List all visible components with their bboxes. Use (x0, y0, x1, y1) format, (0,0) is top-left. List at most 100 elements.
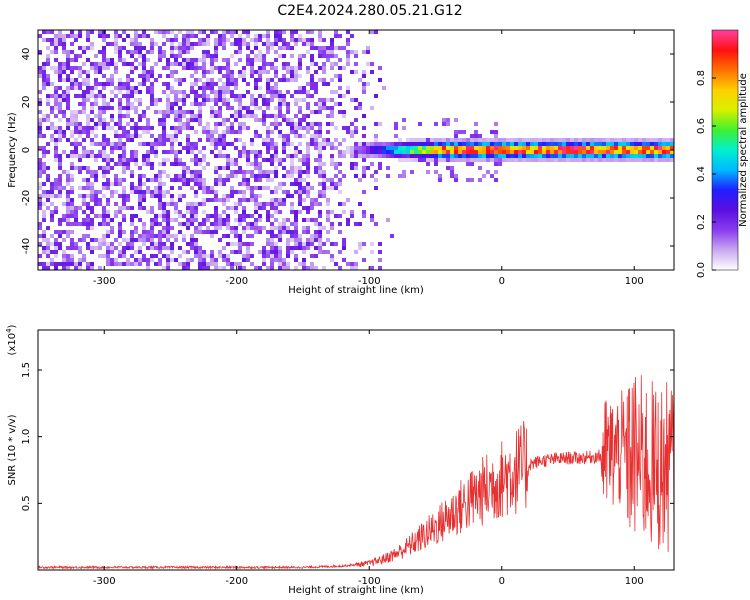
heatmap-cell (526, 138, 530, 142)
heatmap-cell (474, 134, 478, 138)
heatmap-cell (194, 130, 198, 134)
heatmap-cell (566, 158, 570, 162)
heatmap-cell (150, 206, 154, 210)
heatmap-cell (86, 214, 90, 218)
heatmap-cell (222, 118, 226, 122)
heatmap-cell (666, 138, 670, 142)
heatmap-cell (378, 78, 382, 82)
heatmap-cell (198, 106, 202, 110)
heatmap-cell (402, 118, 406, 122)
heatmap-cell (110, 190, 114, 194)
heatmap-cell (222, 58, 226, 62)
heatmap-cell (150, 70, 154, 74)
heatmap-cell (170, 30, 174, 34)
heatmap-cell (118, 46, 122, 50)
heatmap-cell (86, 30, 90, 34)
heatmap-cell (194, 246, 198, 250)
heatmap-cell (130, 70, 134, 74)
heatmap-cell (246, 34, 250, 38)
heatmap-cell (218, 182, 222, 186)
heatmap-cell (190, 222, 194, 226)
heatmap-cell (274, 226, 278, 230)
heatmap-cell (294, 178, 298, 182)
heatmap-cell (410, 142, 414, 146)
heatmap-cell (614, 150, 618, 154)
heatmap-cell (494, 162, 498, 166)
heatmap-cell (106, 154, 110, 158)
heatmap-cell (286, 90, 290, 94)
heatmap-cell (254, 174, 258, 178)
heatmap-cell (218, 90, 222, 94)
heatmap-cell (522, 158, 526, 162)
heatmap-cell (326, 250, 330, 254)
heatmap-cell (230, 106, 234, 110)
heatmap-cell (250, 98, 254, 102)
heatmap-cell (658, 158, 662, 162)
heatmap-cell (54, 178, 58, 182)
heatmap-cell (274, 70, 278, 74)
heatmap-cell (138, 202, 142, 206)
heatmap-cell (598, 146, 602, 150)
heatmap-cell (114, 70, 118, 74)
heatmap-cell (198, 162, 202, 166)
heatmap-cell (298, 174, 302, 178)
heatmap-cell (258, 178, 262, 182)
heatmap-cell (98, 238, 102, 242)
heatmap-cell (54, 102, 58, 106)
heatmap-cell (214, 82, 218, 86)
heatmap-cell (66, 210, 70, 214)
heatmap-cell (214, 102, 218, 106)
heatmap-cell (126, 258, 130, 262)
heatmap-cell (322, 66, 326, 70)
heatmap-cell (342, 46, 346, 50)
heatmap-cell (178, 46, 182, 50)
heatmap-cell (202, 198, 206, 202)
heatmap-cell (62, 62, 66, 66)
heatmap-cell (478, 154, 482, 158)
heatmap-cell (146, 230, 150, 234)
heatmap-cell (222, 74, 226, 78)
heatmap-cell (186, 202, 190, 206)
heatmap-cell (286, 138, 290, 142)
heatmap-cell (326, 50, 330, 54)
heatmap-cell (278, 186, 282, 190)
heatmap-cell (314, 86, 318, 90)
heatmap-cell (386, 166, 390, 170)
heatmap-cell (298, 190, 302, 194)
heatmap-cell (270, 94, 274, 98)
heatmap-cell (270, 154, 274, 158)
heatmap-cell (98, 30, 102, 34)
heatmap-cell (86, 134, 90, 138)
heatmap-cell (138, 250, 142, 254)
heatmap-cell (86, 94, 90, 98)
heatmap-cell (54, 38, 58, 42)
heatmap-cell (346, 222, 350, 226)
heatmap-cell (218, 166, 222, 170)
heatmap-cell (262, 118, 266, 122)
heatmap-cell (190, 126, 194, 130)
heatmap-cell (326, 106, 330, 110)
heatmap-cell (286, 226, 290, 230)
heatmap-cell (154, 186, 158, 190)
heatmap-cell (178, 30, 182, 34)
heatmap-cell (138, 246, 142, 250)
heatmap-cell (454, 142, 458, 146)
heatmap-cell (278, 94, 282, 98)
heatmap-cell (266, 130, 270, 134)
heatmap-cell (130, 214, 134, 218)
heatmap-cell (138, 74, 142, 78)
heatmap-cell (450, 150, 454, 154)
heatmap-cell (310, 46, 314, 50)
heatmap-cell (210, 66, 214, 70)
heatmap-cell (446, 118, 450, 122)
heatmap-cell (194, 58, 198, 62)
heatmap-cell (38, 186, 42, 190)
heatmap-cell (294, 266, 298, 270)
heatmap-cell (46, 206, 50, 210)
heatmap-cell (242, 70, 246, 74)
heatmap-cell (286, 154, 290, 158)
heatmap-cell (226, 118, 230, 122)
heatmap-cell (554, 142, 558, 146)
heatmap-cell (142, 158, 146, 162)
heatmap-cell (158, 262, 162, 266)
